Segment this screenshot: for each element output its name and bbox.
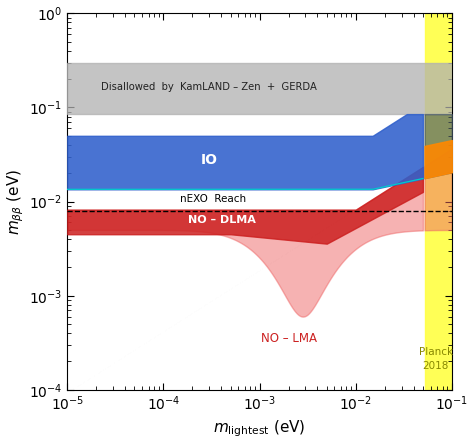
- X-axis label: $m_\mathrm{lightest}$ (eV): $m_\mathrm{lightest}$ (eV): [213, 419, 306, 440]
- Text: NO – DLMA: NO – DLMA: [188, 215, 256, 226]
- Text: IO: IO: [201, 153, 218, 166]
- Text: Planck
2018: Planck 2018: [419, 348, 453, 371]
- Text: nEXO  Reach: nEXO Reach: [181, 194, 246, 204]
- Text: NO – LMA: NO – LMA: [261, 332, 317, 345]
- Text: Disallowed  by  KamLAND – Zen  +  GERDA: Disallowed by KamLAND – Zen + GERDA: [101, 82, 317, 92]
- Y-axis label: $m_{\beta\beta}$ (eV): $m_{\beta\beta}$ (eV): [6, 169, 26, 235]
- Bar: [425, 13, 459, 390]
- Bar: [67, 63, 452, 114]
